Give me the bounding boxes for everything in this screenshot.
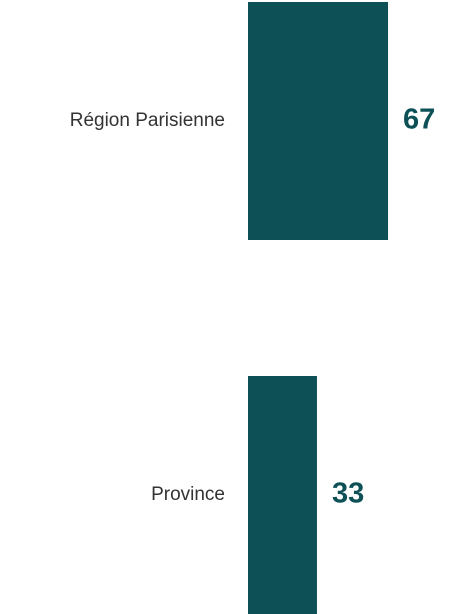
category-label: Province bbox=[151, 484, 225, 505]
bar bbox=[248, 2, 389, 240]
category-label: Région Parisienne bbox=[70, 110, 225, 131]
bar bbox=[248, 376, 317, 614]
value-label: 33 bbox=[332, 478, 364, 510]
value-label: 67 bbox=[403, 104, 435, 136]
